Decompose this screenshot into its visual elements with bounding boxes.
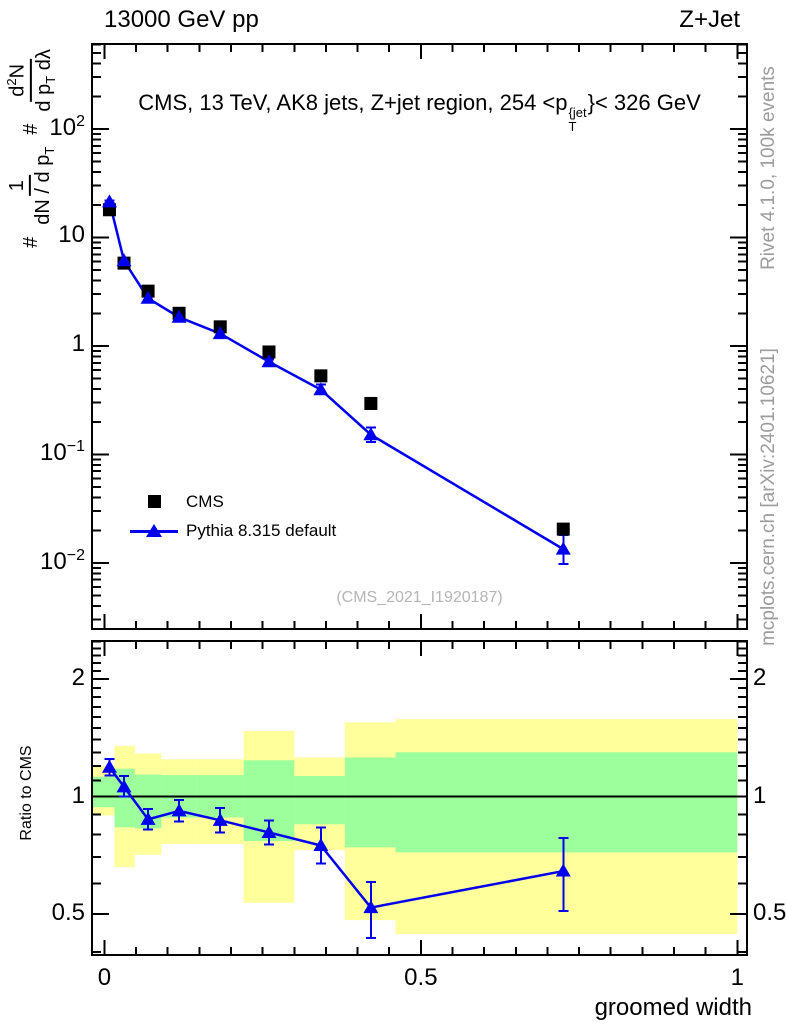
cms-square-marker-icon <box>147 495 161 508</box>
x-axis-title: groomed width <box>594 994 752 1021</box>
x-tick-label: 0 <box>97 964 112 991</box>
fraction-2: d2N d pT dλ <box>3 49 58 112</box>
pt-jet-script: {jet T <box>569 106 587 133</box>
ratio-tick-label-right: 0.5 <box>753 899 786 927</box>
y-tick-label: 10−1 <box>40 438 85 467</box>
process-label: Z+Jet <box>679 6 740 33</box>
ratio-tick-label-left: 1 <box>71 781 85 809</box>
ratio-tick-label-right: 1 <box>753 781 767 809</box>
pythia-triangle-marker-icon <box>146 524 162 537</box>
heading-superscript: {jet <box>568 105 587 121</box>
x-tick-label: 1 <box>730 964 744 991</box>
legend-label-pythia: Pythia 8.315 default <box>186 520 337 540</box>
legend: CMS Pythia 8.315 default <box>128 487 336 545</box>
heading-text-tail: }< 326 GeV <box>587 90 701 115</box>
legend-entry-pythia: Pythia 8.315 default <box>128 516 336 545</box>
plot-heading: CMS, 13 TeV, AK8 jets, Z+jet region, 254… <box>92 90 747 133</box>
x-tick-label: 0.5 <box>404 964 438 991</box>
beam-energy-label: 13000 GeV pp <box>104 6 259 33</box>
ratio-tick-label-left: 2 <box>71 664 85 692</box>
watermark: (CMS_2021_I1920187) <box>336 589 503 606</box>
legend-label-cms: CMS <box>186 491 224 511</box>
heading-text: CMS, 13 TeV, AK8 jets, Z+jet region, 254… <box>138 90 568 115</box>
y-tick-label: 10 <box>58 221 85 249</box>
y-tick-label: 10−2 <box>40 546 85 575</box>
ratio-tick-label-right: 2 <box>753 664 767 692</box>
heading-subscript: T <box>568 118 577 134</box>
y-tick-label: 102 <box>49 112 85 141</box>
fraction-1: 1 dN / d pT <box>4 146 57 225</box>
ratio-tick-label-left: 0.5 <box>51 899 85 927</box>
legend-entry-cms: CMS <box>128 487 336 516</box>
y-tick-label: 1 <box>71 329 85 357</box>
